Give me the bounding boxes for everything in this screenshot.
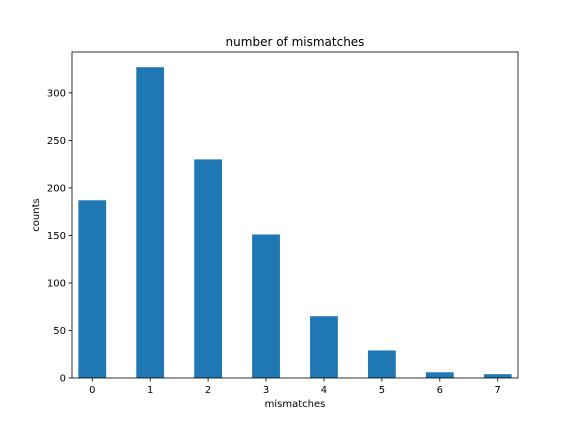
bar-0 xyxy=(78,200,107,378)
y-axis-label: counts xyxy=(31,198,42,231)
bar-2 xyxy=(194,159,223,378)
x-tick-label: 1 xyxy=(147,385,153,396)
x-axis-label: mismatches xyxy=(265,399,326,410)
y-tick-label: 300 xyxy=(47,88,66,99)
y-tick-label: 0 xyxy=(60,374,66,385)
y-tick-label: 200 xyxy=(47,183,66,194)
bar-6 xyxy=(425,372,454,378)
x-tick-label: 6 xyxy=(437,385,443,396)
bar-1 xyxy=(136,67,165,378)
x-tick-label: 4 xyxy=(321,385,327,396)
y-axis: 0 50 100 150 200 250 300 xyxy=(47,88,72,385)
bar-5 xyxy=(367,350,396,378)
x-tick-label: 5 xyxy=(379,385,385,396)
bar-3 xyxy=(252,234,280,378)
bars-group xyxy=(78,67,512,378)
y-tick-label: 150 xyxy=(47,231,66,242)
x-tick-label: 7 xyxy=(495,385,501,396)
y-tick-label: 100 xyxy=(47,278,66,289)
y-tick-label: 250 xyxy=(47,136,66,147)
x-tick-label: 0 xyxy=(89,385,95,396)
y-tick-label: 50 xyxy=(53,326,66,337)
x-tick-label: 2 xyxy=(205,385,211,396)
plot-frame xyxy=(71,51,519,379)
bar-7 xyxy=(483,374,512,378)
x-tick-label: 3 xyxy=(263,385,269,396)
x-axis: 0 1 2 3 4 5 6 7 xyxy=(89,378,501,396)
chart-title: number of mismatches xyxy=(226,35,365,49)
bar-4 xyxy=(310,316,338,378)
